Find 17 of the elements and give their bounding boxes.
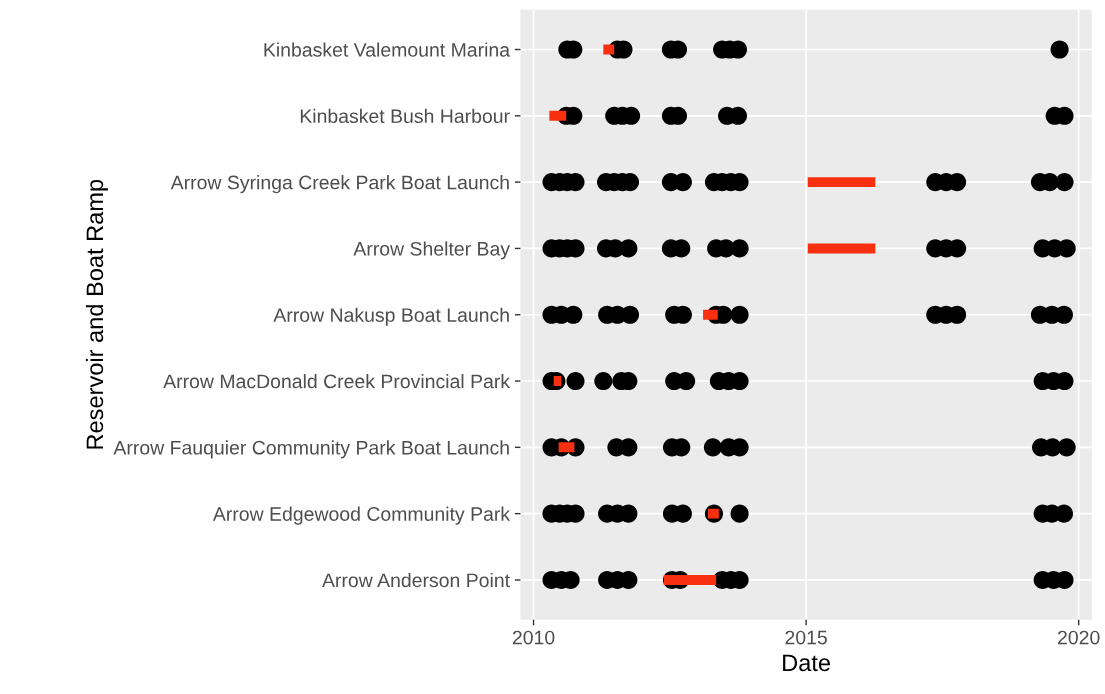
y-tick-label: Arrow Syringa Creek Park Boat Launch	[170, 175, 509, 194]
bar	[707, 508, 719, 519]
y-tick-label: Arrow Edgewood Community Park	[212, 506, 511, 525]
y-tick-label: Arrow Shelter Bay	[353, 241, 511, 260]
y-tick-label: Kinbasket Valemount Marina	[264, 42, 511, 57]
x-tick-label: 2020	[1058, 630, 1100, 645]
x-tick-label: 2010	[512, 630, 555, 645]
y-tick-label: Arrow MacDonald Creek Provincial Park	[163, 373, 511, 389]
y-tick-label: Kinbasket Bush Harbour	[300, 108, 510, 124]
y-tick-label: Arrow Nakusp Boat Launch	[273, 307, 509, 326]
x-axis-title: Date	[783, 654, 830, 672]
x-tick-label: 2015	[785, 630, 827, 645]
y-tick-label: Arrow Anderson Point	[322, 572, 510, 588]
bar	[807, 243, 876, 254]
y-axis-title: Reservoir and Boat Ramp	[85, 179, 108, 449]
y-tick-label: Arrow Fauquier Community Park Boat Launch	[113, 440, 509, 459]
bar	[807, 177, 876, 188]
